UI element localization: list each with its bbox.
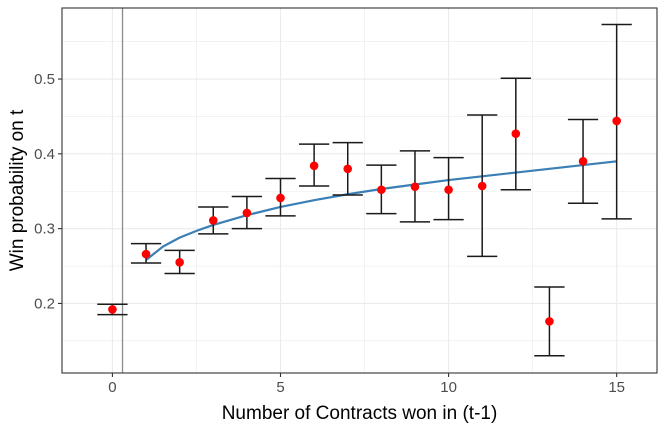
data-point xyxy=(612,116,621,126)
y-axis-tick-label: 0.5 xyxy=(34,71,55,88)
data-point xyxy=(578,157,588,166)
axes: 0 5 10 15 0.2 0.3 0.4 0.5 xyxy=(34,71,625,396)
data-point xyxy=(545,317,554,326)
x-axis-tick-label: 15 xyxy=(608,379,625,396)
data-point xyxy=(141,249,151,259)
x-axis-tick-label: 0 xyxy=(108,379,116,396)
y-axis-tick-label: 0.3 xyxy=(34,221,55,238)
data-point xyxy=(276,193,285,203)
data-point xyxy=(208,216,218,225)
data-point xyxy=(309,161,319,171)
y-axis-title: Win probability on t xyxy=(7,109,28,271)
data-point xyxy=(175,258,184,267)
y-axis-tick-label: 0.4 xyxy=(34,146,55,163)
x-axis-title: Number of Contracts won in (t-1) xyxy=(222,403,498,424)
x-axis-tick-label: 5 xyxy=(276,379,284,396)
data-point xyxy=(242,208,252,218)
data-point xyxy=(410,182,420,192)
x-axis-tick-label: 10 xyxy=(440,379,457,396)
data-point xyxy=(377,185,386,195)
data-point xyxy=(108,305,117,314)
data-point xyxy=(343,164,353,174)
y-axis-tick-label: 0.2 xyxy=(34,295,55,312)
data-point xyxy=(477,181,487,191)
data-point xyxy=(511,129,521,138)
data-point xyxy=(444,185,453,195)
data-points xyxy=(108,116,621,326)
panel-border xyxy=(61,7,658,374)
